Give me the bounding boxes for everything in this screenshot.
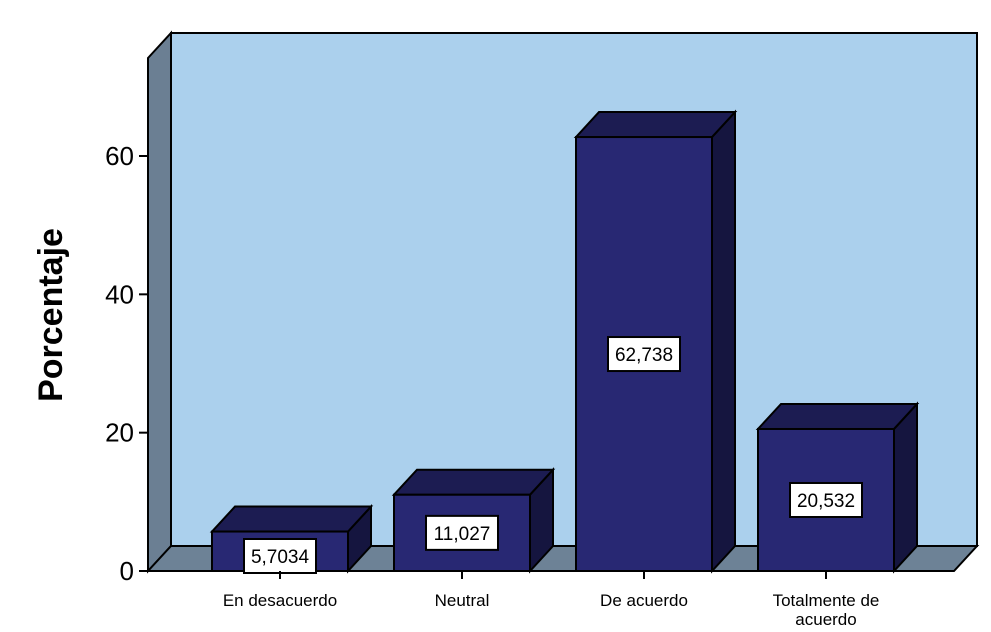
bar: 5,7034 — [209, 503, 374, 579]
bar: 11,027 — [391, 467, 556, 579]
bar-top-face — [755, 402, 920, 430]
y-tick-label: 60 — [105, 141, 134, 171]
y-tick-label: 20 — [105, 418, 134, 448]
category-label: En desacuerdo — [223, 591, 337, 610]
y-tick-label: 40 — [105, 279, 134, 309]
data-label: 62,738 — [615, 345, 673, 366]
plot-left-wall — [147, 30, 172, 574]
category-labels: En desacuerdo Neutral De acuerdo Totalmente… — [223, 591, 880, 629]
data-label-box — [425, 514, 499, 551]
data-label-box — [789, 481, 863, 518]
bar: 20,532 — [755, 401, 920, 579]
bars: 5,7034 11,027 62,738 20,532 — [209, 109, 920, 579]
bar: 62,738 — [573, 109, 738, 579]
category-label: De acuerdo — [600, 591, 688, 610]
bar-top-face — [391, 468, 556, 496]
data-label: 5,7034 — [251, 547, 310, 568]
category-label: Neutral — [435, 591, 490, 610]
y-axis-label: Porcentaje — [32, 228, 70, 402]
data-label-box — [607, 336, 681, 373]
data-label: 20,532 — [797, 491, 855, 512]
category-label: Totalmente de acuerdo — [773, 591, 880, 627]
y-tick-label: 0 — [120, 556, 134, 586]
y-ticks: 0 20 40 60 — [105, 141, 148, 586]
bar-side-face — [711, 109, 736, 574]
data-label-box — [243, 538, 317, 574]
bar-side-face — [893, 401, 918, 574]
bar-top-face — [573, 111, 738, 139]
bar-top-face — [209, 505, 374, 533]
data-label: 11,027 — [434, 524, 491, 545]
